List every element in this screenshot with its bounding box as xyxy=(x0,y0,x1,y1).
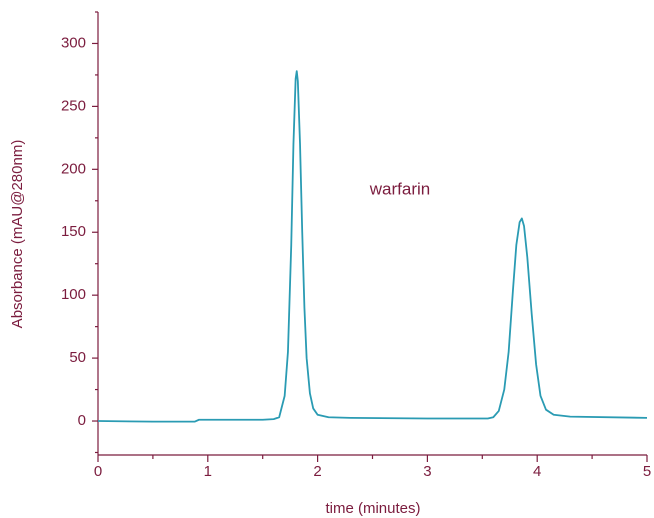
annotation: warfarin xyxy=(369,179,430,198)
x-axis-label: time (minutes) xyxy=(325,500,420,517)
x-tick-label: 4 xyxy=(533,463,541,480)
x-tick-label: 1 xyxy=(204,463,212,480)
y-tick-label: 100 xyxy=(61,286,86,303)
chromatogram-line xyxy=(97,70,648,423)
x-tick-label: 3 xyxy=(423,463,431,480)
x-tick-label: 0 xyxy=(94,463,102,480)
x-tick-label: 5 xyxy=(643,463,651,480)
y-tick-label: 200 xyxy=(61,160,86,177)
y-tick-label: 150 xyxy=(61,223,86,240)
y-axis-label: Absorbance (mAU@280nm) xyxy=(9,140,26,329)
x-tick-label: 2 xyxy=(313,463,321,480)
y-tick-label: 300 xyxy=(61,34,86,51)
y-tick-label: 250 xyxy=(61,97,86,114)
y-tick-label: 0 xyxy=(78,412,86,429)
y-tick-label: 50 xyxy=(69,349,86,366)
